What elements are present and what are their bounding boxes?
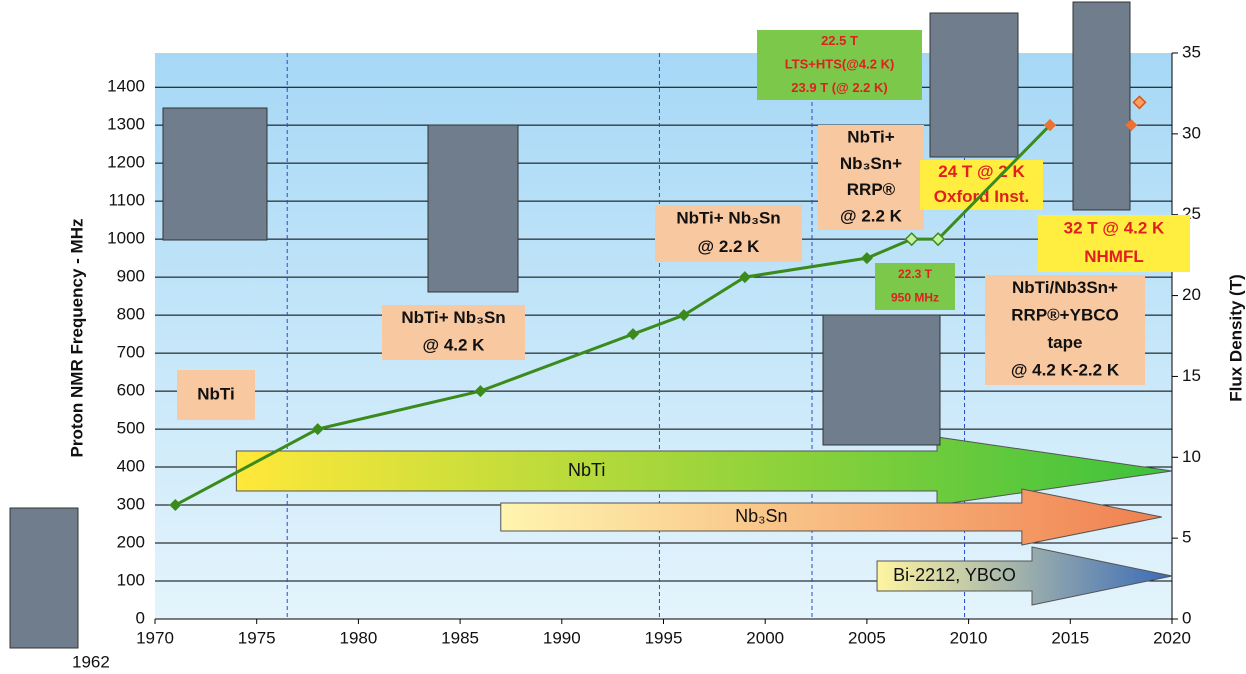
y2-tick-label: 10: [1182, 447, 1201, 466]
y2-tick-label: 5: [1182, 528, 1191, 547]
annotation-text: tape: [1048, 333, 1083, 352]
annotation-box: [757, 30, 922, 100]
y2-tick-label: 20: [1182, 285, 1201, 304]
y-tick-label: 1000: [107, 229, 145, 248]
annotation-text: 23.9 T (@ 2.2 K): [791, 80, 887, 95]
point: [1043, 119, 1056, 132]
point: [626, 328, 639, 341]
annotation-text: NbTi: [197, 384, 234, 403]
annotation-text: @ 2.2 K: [840, 206, 903, 225]
material-arrow: [500, 488, 1162, 546]
annotation-box: [382, 305, 525, 360]
annotation-box: [655, 205, 802, 262]
point: [904, 232, 919, 247]
annotation-text: @ 2.2 K: [698, 237, 761, 256]
photo: [162, 107, 268, 241]
point: [1125, 119, 1138, 132]
x-tick-label: 2010: [950, 628, 988, 647]
annotation-text: 950 MHz: [891, 290, 939, 304]
point: [738, 271, 751, 284]
annotation-box: [875, 263, 955, 310]
x-tick-label: 1975: [238, 628, 276, 647]
y-tick-label: 200: [117, 533, 145, 552]
annotation-text: 22.5 T: [821, 33, 858, 48]
annotation-text: @ 4.2 K-2.2 K: [1011, 361, 1120, 380]
y2-tick-label: 0: [1182, 608, 1191, 627]
x-tick-label: 1970: [136, 628, 174, 647]
photo: [929, 12, 1019, 158]
y-tick-label: 800: [117, 305, 145, 324]
point: [169, 499, 182, 512]
arrow-label: Nb₃Sn: [735, 506, 787, 526]
x-tick-label: 2000: [746, 628, 784, 647]
annotation-text: NbTi+: [847, 128, 894, 147]
y-tick-label: 1100: [108, 191, 145, 210]
y2-tick-label: 35: [1182, 42, 1201, 61]
y-tick-label: 0: [136, 608, 145, 627]
y-tick-label: 500: [117, 419, 145, 438]
annotation-text: LTS+HTS(@4.2 K): [785, 56, 895, 71]
point: [931, 232, 946, 247]
photo: [427, 124, 519, 293]
y2-axis-label: Flux Density (T): [1226, 274, 1245, 402]
y-tick-label: 400: [117, 457, 145, 476]
y-tick-label: 1200: [107, 153, 145, 172]
x-tick-label: 1980: [339, 628, 377, 647]
point: [677, 309, 690, 322]
y-tick-label: 700: [117, 343, 145, 362]
material-arrow: [876, 546, 1173, 606]
y-tick-label: 1300: [107, 115, 145, 134]
line: [174, 124, 1052, 507]
y2-tick-label: 15: [1182, 366, 1201, 385]
photo: [9, 507, 79, 649]
x-tick-label: 2020: [1153, 628, 1191, 647]
x-tick-label: 1995: [645, 628, 683, 647]
annotation-text: NbTi+ Nb₃Sn: [676, 209, 780, 228]
annotation-text: Nb₃Sn+: [840, 154, 902, 173]
x-tick-label: 2015: [1051, 628, 1089, 647]
annotation-box: [177, 370, 255, 420]
annotation-box: [1038, 215, 1190, 272]
annotation-text: RRP®: [847, 180, 896, 199]
y-tick-label: 900: [117, 267, 145, 286]
annotation-text: NbTi+ Nb₃Sn: [401, 308, 505, 327]
annotation-box: [920, 160, 1043, 210]
photo: [822, 314, 941, 446]
y2-tick-label: 30: [1182, 123, 1201, 142]
point: [311, 423, 324, 436]
y-tick-label: 300: [117, 495, 145, 514]
annotation-text: @ 4.2 K: [423, 336, 486, 355]
annotation-text: 24 T @ 2 K: [938, 162, 1025, 181]
material-arrow: [235, 436, 1173, 506]
annotation-box: [818, 125, 924, 230]
point: [1132, 95, 1147, 110]
annotation-text: NHMFL: [1084, 247, 1143, 266]
annotation-text: NbTi/Nb3Sn+: [1012, 278, 1118, 297]
y-tick-label: 100: [117, 570, 145, 589]
point: [474, 385, 487, 398]
x-tick-label: 1990: [543, 628, 581, 647]
x-note: 1962: [72, 652, 110, 671]
arrow-label: Bi-2212, YBCO: [893, 565, 1016, 585]
y-axis-label: Proton NMR Frequency - MHz: [67, 219, 86, 458]
arrow-label: NbTi: [568, 460, 605, 480]
x-tick-label: 2005: [848, 628, 886, 647]
photo: [1072, 1, 1131, 211]
annotation-box: [985, 275, 1145, 385]
point: [860, 252, 873, 265]
annotation-text: RRP®+YBCO: [1011, 306, 1118, 325]
annotation-text: 32 T @ 4.2 K: [1064, 219, 1165, 238]
x-tick-label: 1985: [441, 628, 479, 647]
annotation-text: 22.3 T: [898, 267, 933, 281]
y-tick-label: 1400: [107, 77, 145, 96]
y-tick-label: 600: [117, 381, 145, 400]
